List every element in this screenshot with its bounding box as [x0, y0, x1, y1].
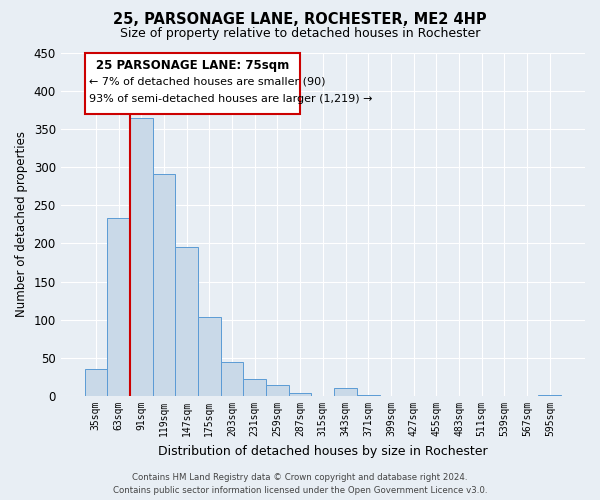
- Bar: [198, 318, 221, 396]
- Text: Contains HM Land Registry data © Crown copyright and database right 2024.
Contai: Contains HM Land Registry data © Crown c…: [113, 474, 487, 495]
- Bar: [152, 174, 175, 396]
- Text: Size of property relative to detached houses in Rochester: Size of property relative to detached ho…: [120, 28, 480, 40]
- Bar: [85, 370, 107, 396]
- Y-axis label: Number of detached properties: Number of detached properties: [15, 132, 28, 318]
- Bar: [221, 362, 244, 396]
- Bar: [244, 380, 266, 396]
- Text: 25, PARSONAGE LANE, ROCHESTER, ME2 4HP: 25, PARSONAGE LANE, ROCHESTER, ME2 4HP: [113, 12, 487, 28]
- Bar: [289, 393, 311, 396]
- Bar: [175, 247, 198, 396]
- Bar: [85, 52, 300, 114]
- Bar: [538, 394, 561, 396]
- Bar: [107, 218, 130, 396]
- Text: ← 7% of detached houses are smaller (90): ← 7% of detached houses are smaller (90): [89, 77, 326, 87]
- Bar: [334, 388, 357, 396]
- Text: 93% of semi-detached houses are larger (1,219) →: 93% of semi-detached houses are larger (…: [89, 94, 373, 104]
- Bar: [266, 384, 289, 396]
- Text: 25 PARSONAGE LANE: 75sqm: 25 PARSONAGE LANE: 75sqm: [95, 58, 289, 71]
- Bar: [130, 118, 152, 396]
- X-axis label: Distribution of detached houses by size in Rochester: Distribution of detached houses by size …: [158, 444, 488, 458]
